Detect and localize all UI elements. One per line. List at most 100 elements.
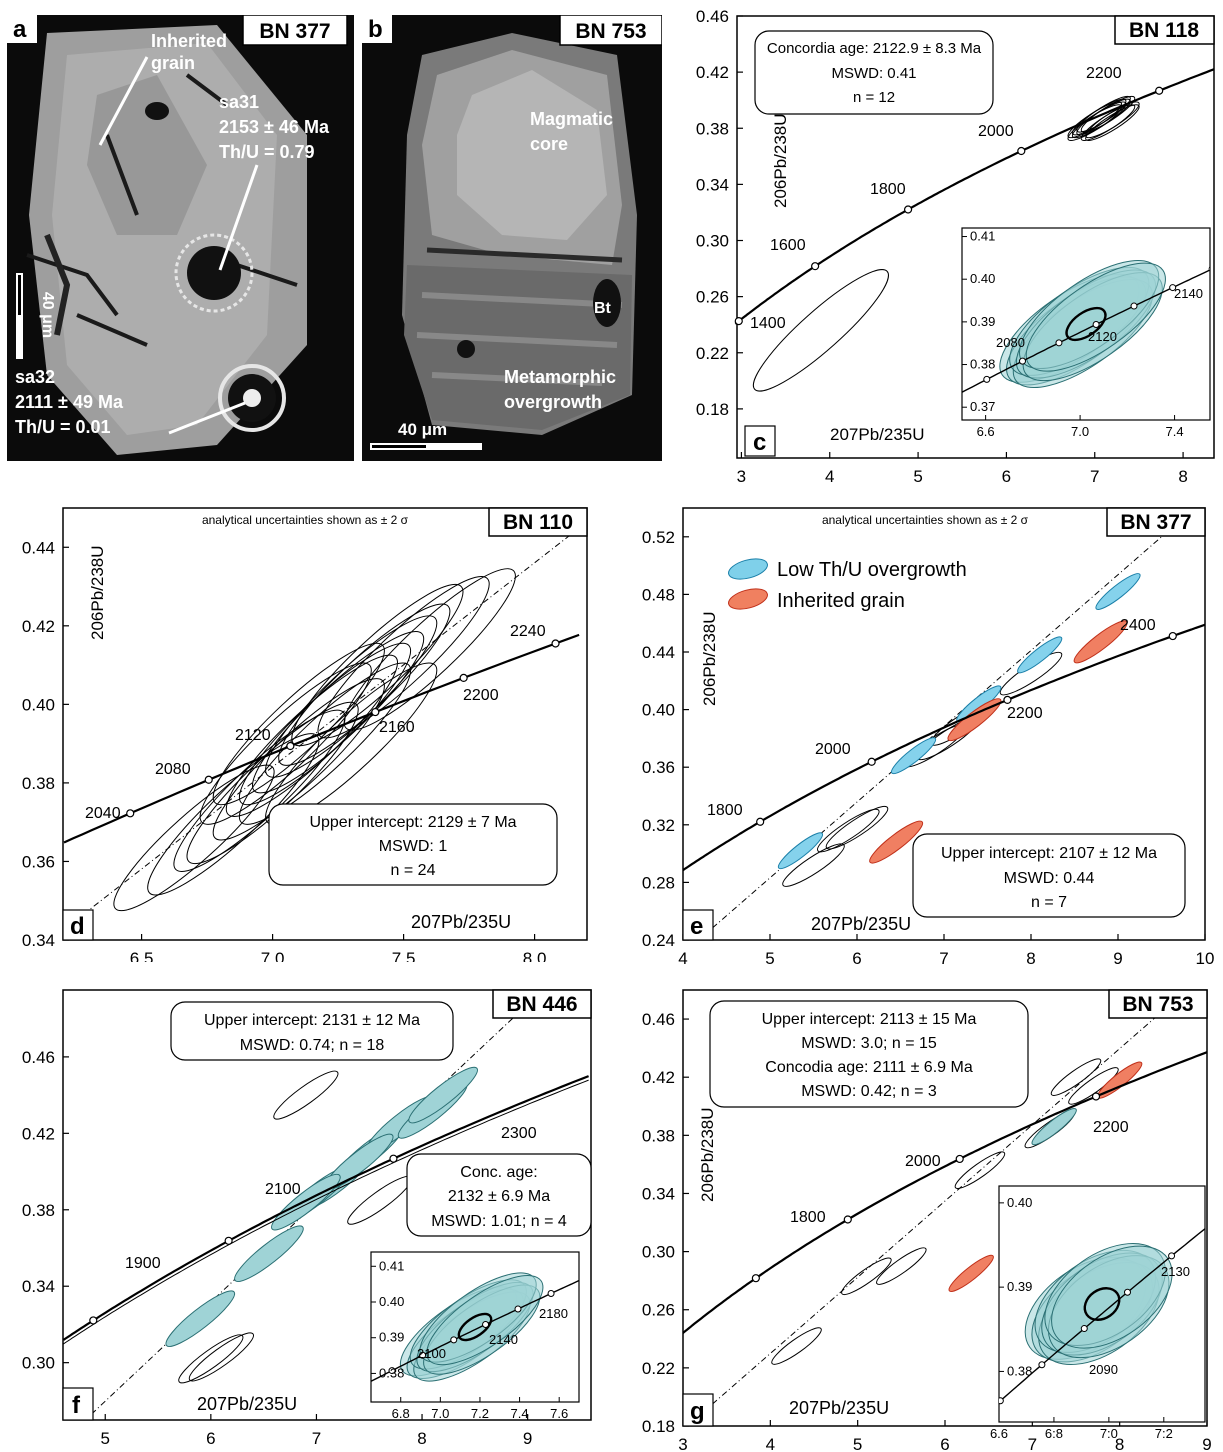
- inset-ellipses-g: [999, 1227, 1205, 1405]
- y-axis-label-e: 206Pb/238U: [700, 611, 719, 706]
- ellipse-g: [1068, 1067, 1119, 1105]
- label-sa31-name: sa31: [219, 92, 259, 112]
- x-tick-label-e: 6: [852, 949, 861, 968]
- concordia-curve-f-2: [63, 1079, 589, 1345]
- ellipses-c: [752, 95, 1140, 392]
- concordia-curve-c: [734, 68, 1215, 325]
- inset-x-tick-label-c: 7.0: [1071, 424, 1089, 439]
- concordia-curve-d: [63, 633, 580, 844]
- sample-label-c: BN 118: [1129, 19, 1199, 42]
- letter-box-g: [682, 1393, 714, 1427]
- result-line-2-e: MSWD: 0.44: [1004, 870, 1095, 887]
- age-marker-2400-e: [1168, 631, 1177, 641]
- inset-x-tick-label-g: 6:8: [1045, 1426, 1063, 1441]
- ellipse-g: [771, 1327, 822, 1365]
- y-tick-label-d: 0.44: [22, 538, 55, 557]
- letter-g: g: [690, 1398, 705, 1425]
- inset-ticks-f: 6.8 7.0 7.2 7.4 7.6 0.38 0.39 0.40 0.41: [371, 1258, 568, 1421]
- y-tick-label-g: 0.34: [642, 1184, 675, 1203]
- ellipses-g: [771, 1058, 1143, 1365]
- x-tick-label-f: 8: [417, 1429, 426, 1446]
- result-line-3-g: Concodia age: 2111 ± 6.9 Ma: [765, 1059, 973, 1076]
- y-tick-label-e: 0.28: [642, 873, 675, 892]
- result-box-d: [268, 803, 558, 886]
- panel-e-chart: 0.24 0.28 0.32 0.36 0.40 0.44 0.48 0.52 4 5 6 7 8 9 10…: [642, 507, 1214, 968]
- age-label-1800-g: 1800: [790, 1209, 826, 1226]
- inset-age-2140-f: 2140: [489, 1332, 518, 1347]
- label-inherited-2: grain: [151, 53, 195, 73]
- y-tick-label-f: 0.30: [22, 1354, 55, 1373]
- y-tick-label-g: 0.42: [642, 1068, 675, 1087]
- inset-concordia-c: [962, 269, 1210, 393]
- result-box-f: [170, 1001, 454, 1061]
- ellipse-g: [841, 1257, 892, 1296]
- y-tick-label-c: 0.46: [696, 8, 729, 26]
- plot-frame-c: [736, 15, 1215, 459]
- inset-y-tick-label-f: 0.39: [379, 1330, 404, 1345]
- inset-x-tick-label-c: 7.4: [1166, 424, 1184, 439]
- ellipse-d: [265, 615, 438, 778]
- age-marker-1800-g: [843, 1215, 852, 1224]
- inset-ellipses-f: [371, 1272, 579, 1383]
- inset-concordia-g: [999, 1227, 1205, 1403]
- ellipse-f: [188, 1332, 254, 1382]
- ellipse-d: [265, 662, 438, 825]
- panel-c-chart: 0.18 0.22 0.26 0.30 0.34 0.38 0.42 0.46 3 4 5 6 7 8 1…: [696, 8, 1215, 486]
- x-tick-label-e: 9: [1113, 949, 1122, 968]
- letter-f: f: [72, 1392, 81, 1419]
- panel-d-chart: 0.34 0.36 0.38 0.40 0.42 0.44 6.5 7.0 7.5 8.0 204…: [22, 507, 588, 962]
- result-box-g: [709, 1000, 1029, 1108]
- ellipse-f: [273, 1070, 339, 1120]
- inset-age-marker-c: [1055, 339, 1063, 347]
- x-tick-label-c: 5: [913, 467, 922, 486]
- letter-c: c: [753, 429, 766, 456]
- x-tick-label-g: 6: [940, 1435, 949, 1450]
- ellipse-g-inherited: [948, 1254, 994, 1292]
- age-markers-g: [751, 1092, 1101, 1283]
- concordia-curve-f: [63, 1075, 590, 1341]
- leader-inherited: [98, 56, 149, 146]
- ellipse-e-inherited: [1073, 620, 1128, 664]
- discordia-line-e: [697, 508, 1196, 940]
- sample-label-g: BN 753: [1122, 993, 1193, 1016]
- panel-b-letter: b: [368, 16, 383, 43]
- age-marker-2240-d: [551, 639, 560, 648]
- inset-age-2180-f: 2180: [539, 1306, 568, 1321]
- legend-swatch-inherited: [728, 588, 768, 610]
- letter-box-e: [682, 909, 714, 941]
- inset-x-tick-label-g: 7:2: [1155, 1426, 1173, 1441]
- ellipse-d: [113, 764, 275, 912]
- x-tick-label-g: 8: [1115, 1435, 1124, 1450]
- x-tick-label-c: 4: [825, 467, 834, 486]
- age-marker-2000-f: [224, 1236, 233, 1245]
- x-tick-label-e: 7: [939, 949, 948, 968]
- inset-age-marker-g: [999, 1397, 1004, 1405]
- ellipse-d: [278, 603, 451, 766]
- result-line-3-c: n = 12: [853, 89, 895, 106]
- ellipse-d: [317, 576, 490, 739]
- y-tick-label-f: 0.34: [22, 1277, 55, 1296]
- ellipse-c: [1067, 104, 1123, 141]
- ellipse-d: [343, 568, 516, 731]
- ellipse-g: [1050, 1058, 1102, 1096]
- concordia-curve-g: [683, 1051, 1207, 1335]
- panel-a-letter: a: [13, 16, 27, 43]
- age-markers-c: [734, 86, 1164, 326]
- x-tick-label-d: 8.0: [523, 949, 547, 962]
- result-box-2-f: [406, 1153, 592, 1237]
- age-label-2240-d: 2240: [510, 623, 546, 640]
- y-tick-label-c: 0.42: [696, 63, 729, 82]
- y-axis-label-d: 206Pb/238U: [88, 545, 107, 640]
- age-markers-e: [756, 631, 1177, 826]
- x-tick-label-d: 7.0: [261, 949, 285, 962]
- inset-y-tick-label-g: 0.38: [1007, 1363, 1032, 1378]
- ellipse-e-lowthu: [890, 737, 937, 775]
- scale-label-b: 40 μm: [398, 420, 447, 439]
- y-tick-label-g: 0.22: [642, 1359, 675, 1378]
- panel-b-letter-box: [362, 15, 392, 43]
- x-tick-label-f: 9: [523, 1429, 532, 1446]
- axis-labels-d: 0.34 0.36 0.38 0.40 0.42 0.44 6.5 7.0 7.5 8.0: [22, 538, 547, 962]
- x-tick-label-c: 7: [1090, 467, 1099, 486]
- ellipse-d: [251, 631, 425, 794]
- x-tick-label-f: 7: [312, 1429, 321, 1446]
